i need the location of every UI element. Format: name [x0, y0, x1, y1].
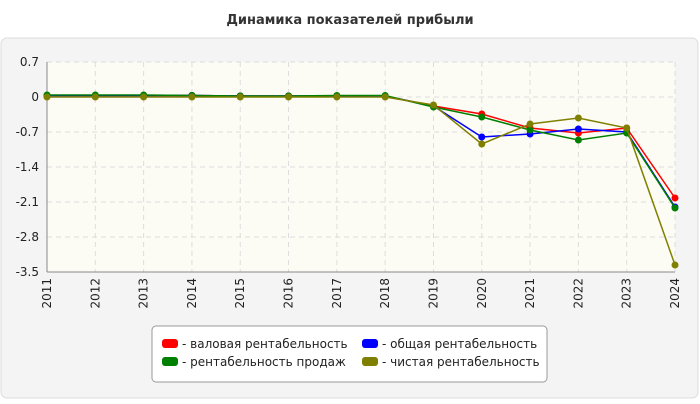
data-point: [671, 194, 679, 202]
x-tick-label: 2013: [137, 278, 151, 309]
data-point: [140, 93, 148, 101]
x-tick-label: 2018: [378, 278, 392, 309]
series-line: [47, 96, 676, 266]
data-point: [236, 93, 244, 101]
x-tick-label: 2012: [88, 278, 102, 309]
y-tick-label: 0: [31, 90, 39, 104]
data-point: [429, 101, 437, 109]
data-point: [574, 136, 582, 144]
data-point: [671, 204, 679, 212]
legend-swatch: [362, 357, 378, 366]
data-point: [478, 133, 486, 141]
data-point: [285, 93, 293, 101]
y-tick-label: 0.7: [20, 55, 39, 69]
x-tick-label: 2017: [330, 278, 344, 309]
legend-label: - рентабельность продаж: [182, 355, 346, 369]
legend-swatch: [362, 339, 378, 348]
data-point: [478, 140, 486, 148]
x-tick-label: 2023: [620, 278, 634, 309]
y-tick-label: -3.5: [16, 265, 39, 279]
x-tick-label: 2022: [571, 278, 585, 309]
x-tick-label: 2014: [185, 278, 199, 309]
y-tick-label: -1.4: [16, 160, 39, 174]
data-point: [623, 124, 631, 132]
legend-label: - общая рентабельность: [382, 337, 537, 351]
data-point: [188, 93, 196, 101]
x-tick-label: 2024: [668, 278, 682, 309]
x-tick-label: 2011: [40, 278, 54, 309]
y-tick-label: -0.7: [16, 125, 39, 139]
data-point: [91, 93, 99, 101]
legend-swatch: [162, 339, 178, 348]
legend-box: [151, 325, 548, 383]
legend-label: - чистая рентабельность: [382, 355, 540, 369]
data-point: [671, 261, 679, 269]
data-point: [381, 93, 389, 101]
data-point: [478, 113, 486, 121]
data-point: [574, 114, 582, 122]
data-point: [574, 125, 582, 133]
data-point: [43, 93, 51, 101]
x-tick-label: 2016: [282, 278, 296, 309]
series-line: [47, 94, 676, 209]
data-point: [333, 93, 341, 101]
data-point: [526, 126, 534, 134]
x-tick-label: 2019: [426, 278, 440, 309]
data-point: [526, 120, 534, 128]
y-tick-label: -2.8: [16, 230, 39, 244]
legend-swatch: [162, 357, 178, 366]
x-tick-label: 2020: [475, 278, 489, 309]
y-tick-label: -2.1: [16, 195, 39, 209]
legend-label: - валовая рентабельность: [182, 337, 348, 351]
x-tick-label: 2015: [233, 278, 247, 309]
chart-title: Динамика показателей прибыли: [226, 13, 473, 28]
x-tick-label: 2021: [523, 278, 537, 309]
